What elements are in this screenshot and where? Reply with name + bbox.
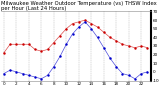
Text: Milwaukee Weather Outdoor Temperature (vs) THSW Index per Hour (Last 24 Hours): Milwaukee Weather Outdoor Temperature (v… — [1, 1, 156, 11]
